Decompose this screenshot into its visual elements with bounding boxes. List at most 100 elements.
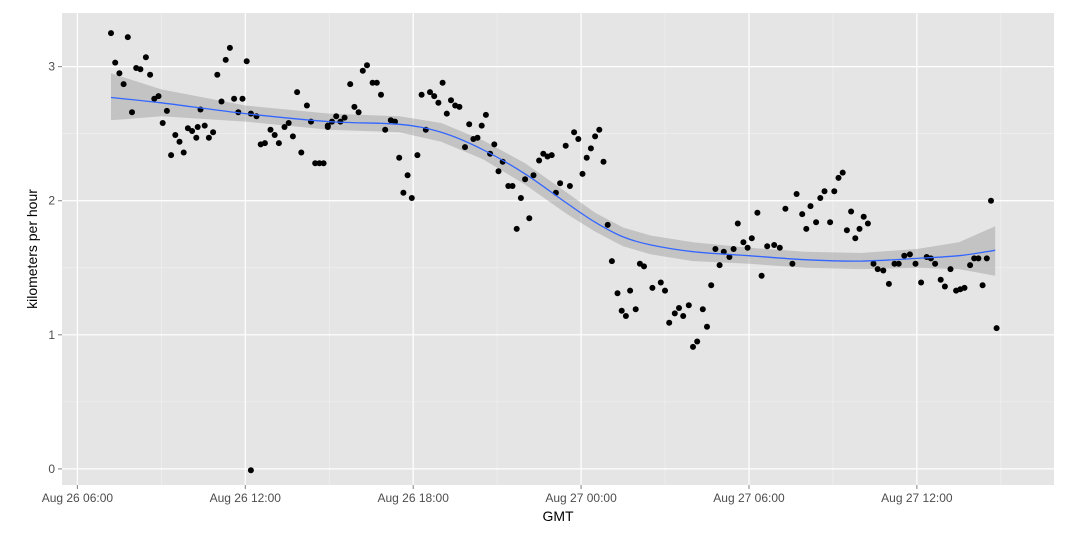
data-point	[142, 54, 149, 61]
data-point	[758, 272, 765, 279]
data-point	[478, 122, 485, 129]
data-point	[466, 121, 473, 128]
data-point	[108, 30, 114, 37]
data-point	[789, 260, 796, 267]
data-points	[108, 30, 1000, 474]
data-point	[400, 189, 407, 196]
data-point	[435, 99, 442, 106]
data-point	[614, 290, 621, 297]
data-point	[482, 111, 489, 118]
data-point	[324, 122, 331, 129]
data-point	[333, 113, 340, 120]
data-point	[239, 95, 246, 102]
data-point	[600, 158, 607, 165]
data-point	[129, 109, 135, 116]
data-point	[369, 79, 376, 86]
data-point	[793, 191, 800, 197]
data-point	[912, 260, 919, 267]
data-point	[392, 118, 398, 125]
data-point	[176, 138, 183, 145]
data-point	[247, 467, 254, 474]
data-point	[641, 263, 647, 270]
data-point	[839, 169, 846, 176]
data-point	[622, 313, 629, 319]
data-point	[243, 58, 250, 65]
data-point	[289, 133, 296, 140]
data-point	[509, 183, 516, 189]
data-point	[378, 91, 384, 98]
data-point	[649, 284, 656, 291]
data-point	[835, 174, 842, 181]
data-point	[355, 109, 362, 116]
data-point	[566, 183, 573, 189]
data-point	[189, 128, 196, 134]
data-point	[275, 140, 282, 147]
minor-gridlines	[62, 13, 1054, 485]
data-point	[827, 219, 834, 226]
data-point	[281, 124, 288, 130]
x-tick-label: Aug 26 12:00	[210, 491, 282, 505]
data-point	[351, 103, 358, 110]
data-point	[359, 67, 366, 74]
data-point	[218, 98, 225, 105]
data-point	[716, 262, 723, 269]
data-point	[231, 95, 238, 102]
data-point	[627, 287, 634, 294]
data-point	[222, 56, 229, 63]
data-point	[404, 172, 411, 179]
data-point	[499, 158, 506, 165]
data-point	[396, 154, 403, 161]
data-point	[587, 145, 594, 152]
data-point	[632, 306, 639, 313]
data-point	[744, 244, 751, 251]
data-point	[988, 197, 994, 204]
data-point	[895, 260, 902, 267]
data-point	[439, 79, 446, 86]
data-point	[294, 89, 301, 96]
data-point	[592, 133, 599, 140]
y-tick-label: 2	[48, 194, 55, 208]
data-point	[852, 235, 859, 242]
data-point	[856, 225, 863, 232]
data-point	[298, 149, 305, 156]
data-point	[462, 144, 468, 151]
data-point	[860, 213, 867, 220]
data-point	[316, 160, 323, 167]
data-point	[548, 152, 555, 159]
data-point	[124, 34, 131, 41]
data-point	[180, 149, 187, 156]
data-point	[155, 93, 162, 100]
data-point	[708, 282, 715, 289]
y-axis-title: kilometers per hour	[24, 189, 40, 309]
data-point	[932, 260, 939, 267]
data-point	[193, 134, 200, 141]
data-point	[831, 188, 838, 195]
data-point	[720, 248, 727, 255]
data-point	[979, 282, 986, 289]
data-point	[364, 62, 370, 69]
x-tick-label: Aug 27 06:00	[713, 491, 785, 505]
data-point	[874, 266, 881, 273]
data-point	[680, 313, 687, 319]
data-point	[937, 276, 944, 283]
data-point	[694, 338, 701, 345]
data-point	[906, 251, 913, 258]
data-point	[522, 176, 529, 183]
data-point	[474, 134, 481, 141]
data-point	[730, 246, 737, 252]
data-point	[194, 124, 201, 130]
data-point	[448, 97, 454, 104]
data-point	[821, 188, 828, 195]
data-point	[662, 287, 668, 294]
data-point	[891, 260, 898, 267]
y-tick-label: 1	[48, 328, 55, 342]
data-point	[226, 44, 233, 51]
data-point	[418, 91, 425, 98]
data-point	[210, 129, 217, 136]
data-point	[491, 141, 498, 148]
data-point	[726, 254, 733, 260]
data-point	[159, 120, 166, 126]
data-point	[676, 305, 682, 311]
data-point	[214, 71, 221, 78]
